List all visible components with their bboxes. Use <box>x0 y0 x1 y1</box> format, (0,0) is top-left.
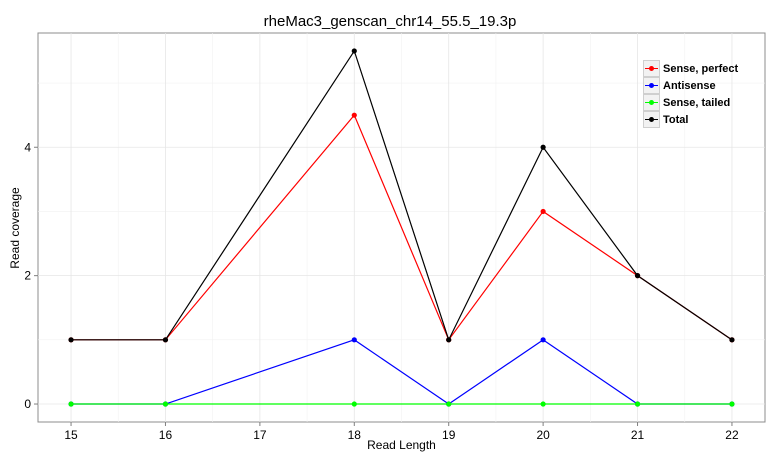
data-point-sense-tailed <box>162 401 169 407</box>
x-tick-label: 20 <box>536 428 550 442</box>
data-point-sense-perfect <box>351 112 357 118</box>
y-tick-label: 0 <box>24 397 31 411</box>
legend-label-sense-perfect: Sense, perfect <box>663 62 739 75</box>
legend: Sense, perfect Antisense Sense, tailed Tota… <box>643 60 739 128</box>
data-point-sense-tailed <box>540 401 546 407</box>
x-tick-label: 16 <box>159 428 173 442</box>
legend-key-sense-tailed <box>643 94 660 111</box>
legend-item-sense-tailed: Sense, tailed <box>643 94 735 111</box>
x-tick-label: 18 <box>348 428 362 442</box>
data-point-total <box>446 337 452 343</box>
x-tick-label: 19 <box>442 428 456 442</box>
x-tick-label: 21 <box>631 428 645 442</box>
legend-item-sense-perfect: Sense, perfect <box>643 60 739 77</box>
x-tick-label: 17 <box>253 428 267 442</box>
chart-title: rheMac3_genscan_chr14_55.5_19.3p <box>263 13 517 30</box>
legend-dot-sense-perfect <box>649 66 654 71</box>
series-lines <box>68 48 735 407</box>
data-point-total <box>162 337 169 343</box>
legend-dot-total <box>649 117 654 122</box>
y-tick-label: 2 <box>24 269 31 283</box>
data-point-antisense <box>351 337 357 343</box>
y-tick-label: 4 <box>24 140 31 154</box>
legend-dot-antisense <box>649 83 654 88</box>
legend-item-total: Total <box>643 111 735 128</box>
data-point-total <box>729 337 735 343</box>
x-tick-label: 22 <box>725 428 739 442</box>
data-point-total <box>68 337 74 343</box>
data-point-total <box>634 273 641 279</box>
data-point-sense-perfect <box>540 208 546 215</box>
data-point-total <box>351 48 357 54</box>
legend-key-sense-perfect <box>643 60 660 77</box>
y-axis-label: Read coverage <box>8 187 22 269</box>
data-point-sense-tailed <box>634 401 641 407</box>
data-point-sense-tailed <box>446 401 452 407</box>
legend-label-antisense: Antisense <box>663 79 716 92</box>
legend-label-total: Total <box>663 113 689 126</box>
legend-key-total <box>643 111 660 128</box>
data-point-total <box>540 144 546 150</box>
data-point-sense-tailed <box>68 401 74 407</box>
legend-item-antisense: Antisense <box>643 77 735 94</box>
x-tick-label: 15 <box>64 428 78 442</box>
data-point-sense-tailed <box>729 401 735 407</box>
axis-ticks: 15 16 17 18 19 20 21 22 0 2 4 <box>24 140 739 442</box>
data-point-antisense <box>540 337 546 343</box>
x-axis-label: Read Length <box>367 438 436 452</box>
legend-label-sense-tailed: Sense, tailed <box>663 96 731 109</box>
legend-key-antisense <box>643 77 660 94</box>
legend-dot-sense-tailed <box>649 100 654 105</box>
data-point-sense-tailed <box>351 401 357 407</box>
